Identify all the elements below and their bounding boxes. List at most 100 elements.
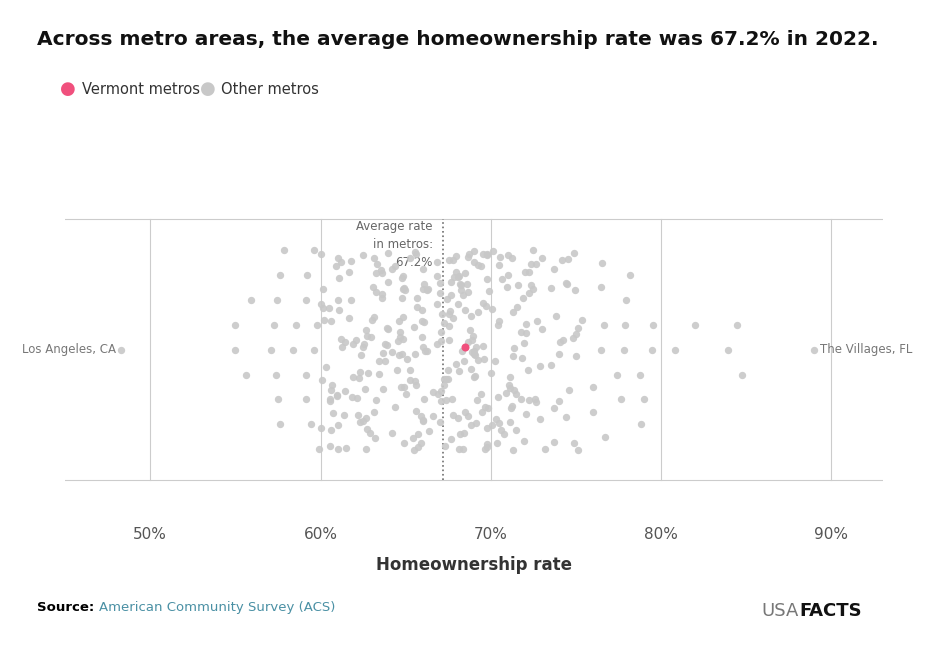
Point	[366, 282, 380, 293]
Point	[429, 299, 444, 309]
Point	[354, 250, 369, 260]
Point	[316, 315, 330, 326]
Point	[393, 382, 407, 393]
Point	[272, 270, 287, 280]
Point	[458, 341, 472, 352]
Point	[309, 319, 324, 330]
Point	[464, 334, 479, 345]
Point	[363, 332, 378, 342]
Point	[336, 409, 351, 420]
Point	[345, 372, 360, 383]
Text: Other metros: Other metros	[221, 82, 318, 97]
Point	[313, 422, 328, 433]
Text: Average rate
in metros:
67.2%: Average rate in metros: 67.2%	[356, 220, 432, 269]
Point	[452, 429, 467, 440]
Point	[342, 313, 356, 323]
Point	[460, 336, 475, 347]
Point	[559, 278, 574, 289]
Point	[238, 369, 253, 380]
Point	[500, 250, 515, 260]
Point	[548, 311, 562, 321]
Point	[477, 444, 492, 455]
Point	[429, 256, 444, 267]
Point	[521, 364, 535, 375]
Point	[406, 433, 420, 444]
Point	[390, 335, 405, 346]
Point	[488, 413, 503, 424]
Point	[479, 422, 494, 433]
Point	[417, 317, 432, 327]
Point	[566, 247, 581, 258]
Point	[448, 267, 463, 278]
Point	[406, 348, 421, 359]
Point	[413, 411, 428, 422]
Point	[402, 365, 417, 375]
Point	[523, 259, 538, 270]
Point	[395, 284, 410, 295]
Point	[298, 369, 313, 380]
Point	[622, 270, 637, 280]
Point	[367, 407, 381, 418]
Point	[483, 420, 498, 431]
Point	[367, 433, 381, 444]
Point	[364, 315, 379, 325]
Point	[425, 387, 440, 397]
Point	[476, 354, 491, 364]
Point	[393, 332, 407, 342]
Point	[299, 270, 314, 280]
Point	[349, 393, 364, 404]
Point	[433, 396, 448, 407]
Text: The Villages, FL: The Villages, FL	[818, 343, 911, 356]
Point	[470, 260, 484, 270]
Point	[561, 385, 575, 396]
Point	[554, 255, 569, 266]
Point	[268, 369, 283, 380]
Point	[343, 295, 358, 305]
Point	[434, 308, 449, 319]
Point	[406, 375, 421, 386]
Point	[371, 369, 386, 379]
Point	[525, 245, 540, 255]
Point	[444, 394, 458, 405]
Point	[458, 407, 472, 417]
Point	[333, 334, 348, 344]
Point	[227, 319, 242, 330]
Point	[720, 344, 735, 355]
Point	[443, 433, 458, 444]
Point	[467, 350, 482, 360]
Point	[482, 286, 496, 297]
Point	[419, 285, 434, 295]
Point	[454, 280, 469, 291]
Point	[552, 337, 567, 348]
Point	[566, 438, 581, 448]
Point	[465, 331, 480, 342]
Point	[506, 384, 521, 395]
Point	[458, 279, 473, 290]
Point	[337, 337, 352, 348]
Point	[343, 255, 358, 266]
Point	[355, 416, 370, 426]
Point	[547, 437, 561, 447]
Point	[550, 349, 565, 360]
Point	[410, 429, 425, 440]
Point	[314, 298, 329, 309]
Point	[516, 436, 531, 447]
Point	[445, 313, 460, 323]
Point	[357, 383, 372, 394]
Point	[558, 278, 573, 288]
Point	[504, 253, 519, 263]
Point	[407, 406, 422, 416]
Point	[384, 347, 399, 358]
Point	[451, 366, 466, 376]
Point	[567, 285, 582, 295]
Point	[560, 253, 574, 264]
Point	[666, 344, 681, 355]
Point	[380, 324, 395, 334]
Point	[355, 342, 370, 352]
Point	[398, 389, 413, 399]
Point	[480, 249, 495, 260]
Point	[616, 344, 631, 355]
Point	[494, 274, 509, 284]
Point	[437, 441, 452, 451]
Point	[396, 438, 411, 448]
